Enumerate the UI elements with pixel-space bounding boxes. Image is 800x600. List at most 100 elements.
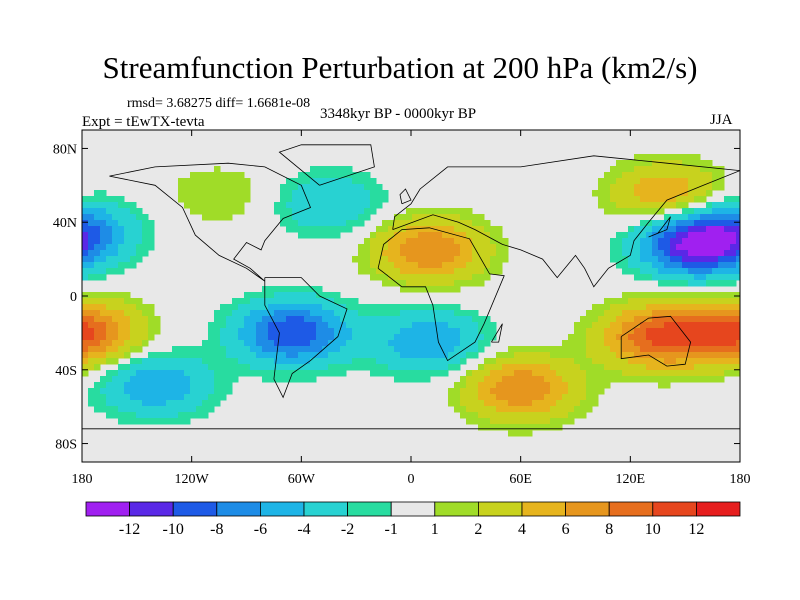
- contour-cell: [724, 208, 731, 215]
- contour-cell: [340, 226, 347, 233]
- chart-title: Streamfunction Perturbation at 200 hPa (…: [102, 50, 698, 85]
- contour-cell: [298, 310, 305, 317]
- contour-cell: [628, 352, 635, 359]
- contour-cell: [676, 340, 683, 347]
- coastlines: [82, 144, 740, 430]
- contour-cell: [676, 358, 683, 365]
- contour-cell: [556, 346, 563, 353]
- contour-cell: [82, 370, 89, 377]
- contour-cell: [442, 286, 449, 293]
- contour-cell: [406, 262, 413, 269]
- contour-cell: [256, 304, 263, 311]
- contour-cell: [676, 310, 683, 317]
- contour-cell: [406, 352, 413, 359]
- contour-cell: [196, 406, 203, 413]
- contour-cell: [406, 256, 413, 263]
- contour-cell: [562, 340, 569, 347]
- contour-cell: [316, 364, 323, 371]
- contour-cell: [610, 178, 617, 185]
- contour-cell: [736, 328, 740, 335]
- contour-cell: [106, 226, 113, 233]
- contour-cell: [274, 322, 281, 329]
- contour-cell: [268, 304, 275, 311]
- contour-cell: [628, 304, 635, 311]
- contour-cell: [280, 328, 287, 335]
- contour-cell: [646, 316, 653, 323]
- contour-cell: [664, 328, 671, 335]
- contour-cell: [334, 304, 341, 311]
- contour-cell: [340, 172, 347, 179]
- contour-cell: [640, 298, 647, 305]
- contour-cell: [256, 340, 263, 347]
- contour-cell: [460, 244, 467, 251]
- contour-cell: [712, 226, 719, 233]
- contour-cell: [424, 376, 431, 383]
- contour-cell: [400, 286, 407, 293]
- contour-cell: [130, 310, 137, 317]
- contour-cell: [670, 154, 677, 161]
- contour-cell: [328, 316, 335, 323]
- contour-cell: [736, 334, 740, 341]
- contour-cell: [136, 298, 143, 305]
- contour-cell: [454, 382, 461, 389]
- contour-cell: [406, 268, 413, 275]
- contour-cell: [394, 256, 401, 263]
- contour-cell: [196, 184, 203, 191]
- experiment-label: Expt = tEwTX-tevta: [82, 114, 205, 130]
- contour-cell: [394, 340, 401, 347]
- contour-cell: [478, 364, 485, 371]
- contour-cell: [304, 178, 311, 185]
- contour-cell: [652, 376, 659, 383]
- contour-cell: [514, 406, 521, 413]
- contour-cell: [226, 382, 233, 389]
- contour-cell: [688, 322, 695, 329]
- contour-cell: [718, 262, 725, 269]
- contour-cell: [634, 376, 641, 383]
- contour-cell: [94, 364, 101, 371]
- contour-cell: [364, 214, 371, 221]
- contour-cell: [526, 418, 533, 425]
- contour-cell: [442, 268, 449, 275]
- contour-cell: [214, 172, 221, 179]
- contour-cell: [328, 196, 335, 203]
- contour-cell: [706, 304, 713, 311]
- contour-cell: [580, 328, 587, 335]
- contour-cell: [274, 376, 281, 383]
- contour-cell: [82, 220, 89, 227]
- contour-cell: [664, 262, 671, 269]
- contour-cell: [466, 376, 473, 383]
- contour-cell: [694, 334, 701, 341]
- contour-cell: [484, 220, 491, 227]
- contour-cell: [388, 310, 395, 317]
- contour-cell: [718, 352, 725, 359]
- contour-cell: [274, 286, 281, 293]
- contour-cell: [88, 232, 95, 239]
- contour-cell: [724, 358, 731, 365]
- contour-cell: [502, 364, 509, 371]
- contour-cell: [496, 382, 503, 389]
- contour-cell: [682, 208, 689, 215]
- contour-cell: [184, 394, 191, 401]
- contour-cell: [112, 346, 119, 353]
- colorbar-swatch: [85, 501, 130, 517]
- contour-cell: [430, 238, 437, 245]
- contour-cell: [298, 358, 305, 365]
- contour-cell: [358, 334, 365, 341]
- contour-cell: [412, 364, 419, 371]
- contour-cell: [244, 184, 251, 191]
- contour-cell: [670, 244, 677, 251]
- contour-cell: [724, 274, 731, 281]
- contour-cell: [730, 334, 737, 341]
- contour-cell: [544, 400, 551, 407]
- contour-cell: [442, 334, 449, 341]
- contour-cell: [136, 406, 143, 413]
- contour-cell: [646, 208, 653, 215]
- contour-cell: [700, 250, 707, 257]
- contour-cell: [442, 214, 449, 221]
- contour-cell: [112, 310, 119, 317]
- contour-cell: [460, 238, 467, 245]
- contour-cell: [94, 256, 101, 263]
- contour-cell: [544, 418, 551, 425]
- contour-cell: [418, 268, 425, 275]
